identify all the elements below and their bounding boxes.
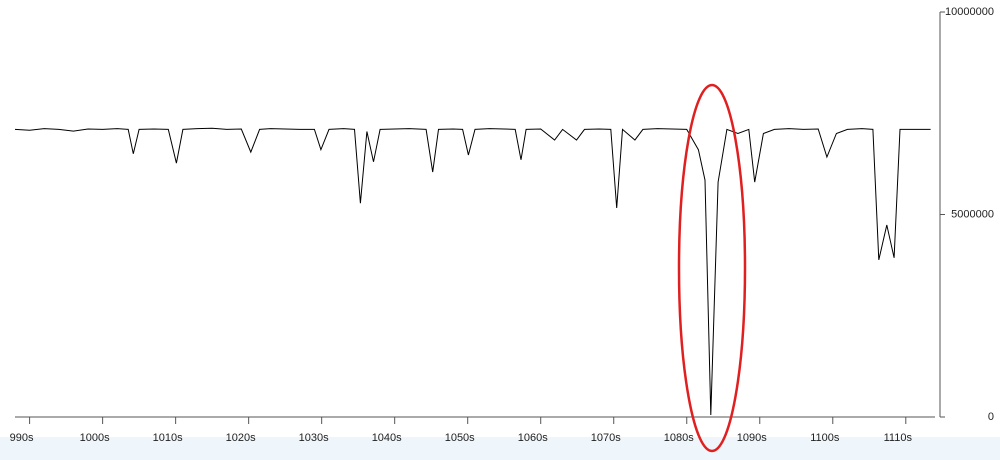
x-tick-label: 1090s: [737, 432, 767, 444]
x-tick-label: 1060s: [518, 432, 548, 444]
x-tick-label: 1110s: [884, 432, 913, 444]
footer-band: [0, 437, 1000, 460]
x-tick-label: 1070s: [591, 432, 621, 444]
data-line: [15, 128, 931, 415]
highlight-ellipse: [679, 85, 745, 451]
x-tick-label: 1010s: [153, 432, 183, 444]
x-tick-label: 1000s: [80, 432, 110, 444]
x-tick-label: 1080s: [664, 432, 694, 444]
plot: 0 5000000 10000000 990s 1000s 1010s 1020s 1030s…: [10, 6, 994, 444]
y-tick-label: 5000000: [951, 208, 994, 220]
x-tick-label: 1040s: [372, 432, 402, 444]
x-tick-label: 1020s: [226, 432, 256, 444]
x-tick-label: 990s: [10, 432, 34, 444]
x-tick-label: 1100s: [810, 432, 840, 444]
x-tick-label: 1030s: [299, 432, 329, 444]
x-tick-label: 1050s: [445, 432, 475, 444]
y-tick-label: 0: [988, 411, 994, 423]
y-tick-label: 10000000: [945, 6, 994, 18]
chart: 0 5000000 10000000 990s 1000s 1010s 1020s 1030s…: [0, 0, 1000, 460]
